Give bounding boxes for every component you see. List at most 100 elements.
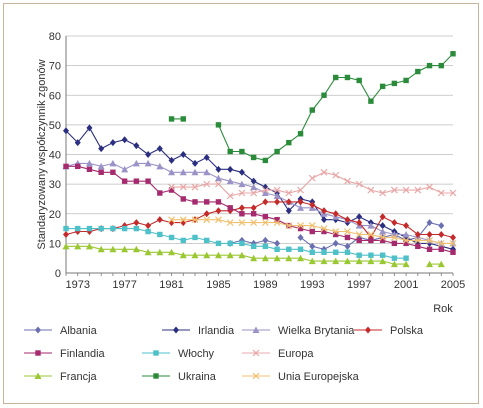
marker-stroke [238, 219, 246, 227]
marker-stroke [367, 186, 375, 194]
data-point [344, 234, 351, 241]
x-tick-label: 1989 [253, 279, 277, 291]
data-point [75, 163, 81, 170]
series-ukraina [168, 51, 456, 164]
data-point [238, 180, 246, 188]
series-wielka-brytania [62, 159, 457, 247]
data-point [168, 156, 175, 164]
data-point [332, 239, 339, 247]
x-tick-label: 2005 [441, 279, 465, 291]
legend-item-wlochy: Włochy [142, 348, 215, 360]
y-tick-label: 30 [49, 179, 61, 191]
marker-stroke [191, 183, 199, 191]
data-point [321, 249, 327, 255]
y-tick-labels: 0 10 20 30 40 50 60 70 80 [49, 31, 61, 280]
data-point [297, 225, 304, 232]
data-point [285, 207, 292, 215]
x-tick-label: 1981 [159, 279, 183, 291]
legend-item-ukraina: Ukraina [142, 371, 217, 383]
data-point [239, 240, 245, 247]
marker-stroke [449, 239, 457, 247]
y-tick-label: 80 [49, 31, 61, 43]
y-tick-label: 50 [49, 120, 61, 132]
data-point [309, 228, 315, 235]
data-point [226, 251, 234, 259]
data-point [63, 163, 69, 170]
data-point [344, 242, 351, 250]
data-point [215, 122, 222, 128]
data-point [133, 219, 140, 227]
data-point [355, 231, 363, 238]
data-point [426, 219, 433, 227]
legend-item-albania: Albania [24, 325, 98, 337]
data-point [85, 242, 93, 250]
legend-item-europa: Europa [242, 348, 314, 360]
marker-stroke [332, 171, 340, 179]
figure-frame: 0 10 20 30 40 50 60 70 80 1973 1977 1981 1985 1989 19… [3, 3, 479, 404]
series-europa [168, 168, 457, 200]
data-point [63, 230, 69, 238]
data-point [227, 148, 233, 155]
data-point [179, 251, 187, 259]
legend: Albania Irlandia Wielka Brytania Polska Finl… [24, 325, 424, 383]
data-point [438, 62, 444, 69]
marker-stroke [252, 372, 260, 380]
data-point [367, 186, 375, 194]
data-point [215, 165, 222, 173]
x-axis-title: Rok [433, 303, 453, 315]
y-tick-label: 60 [49, 90, 61, 102]
data-point [274, 239, 281, 247]
data-point [180, 116, 186, 122]
marker-stroke [238, 189, 246, 197]
legend-marker [35, 350, 41, 356]
data-point [227, 240, 233, 247]
data-point [157, 231, 163, 238]
data-point [238, 251, 246, 259]
y-tick-label: 20 [49, 209, 61, 221]
data-point [438, 246, 444, 252]
data-point [226, 192, 234, 200]
data-point [75, 225, 81, 232]
series-line [65, 126, 454, 250]
data-point [402, 186, 410, 194]
data-point [414, 186, 422, 194]
data-point [261, 219, 269, 227]
data-point [309, 249, 315, 255]
data-point [156, 248, 164, 256]
data-point [285, 254, 293, 262]
marker-stroke [297, 222, 304, 230]
data-point [332, 257, 340, 265]
data-point [191, 251, 199, 259]
data-point [121, 225, 128, 232]
data-point [98, 225, 104, 232]
data-point [157, 190, 163, 196]
data-point [204, 199, 210, 205]
marker-stroke [297, 186, 304, 194]
marker-stroke [250, 219, 258, 227]
marker-stroke [355, 231, 363, 238]
data-point [449, 189, 457, 197]
data-point [250, 219, 258, 227]
data-point [133, 178, 140, 184]
data-point [368, 252, 374, 258]
marker-stroke [285, 222, 293, 230]
data-point [63, 225, 69, 232]
series-group [62, 51, 457, 268]
data-point [426, 183, 433, 191]
data-point [168, 116, 175, 122]
marker-stroke [402, 236, 410, 244]
data-point [286, 139, 292, 146]
data-point [320, 225, 328, 232]
data-point [391, 219, 398, 227]
data-point [203, 216, 211, 224]
data-point [97, 162, 105, 170]
data-point [215, 216, 222, 224]
data-point [97, 245, 105, 253]
data-point [333, 249, 339, 255]
data-point [62, 242, 70, 250]
marker-stroke [379, 189, 387, 197]
data-point [390, 186, 398, 194]
data-point [262, 214, 269, 220]
data-point [121, 136, 128, 144]
data-point [121, 165, 129, 173]
